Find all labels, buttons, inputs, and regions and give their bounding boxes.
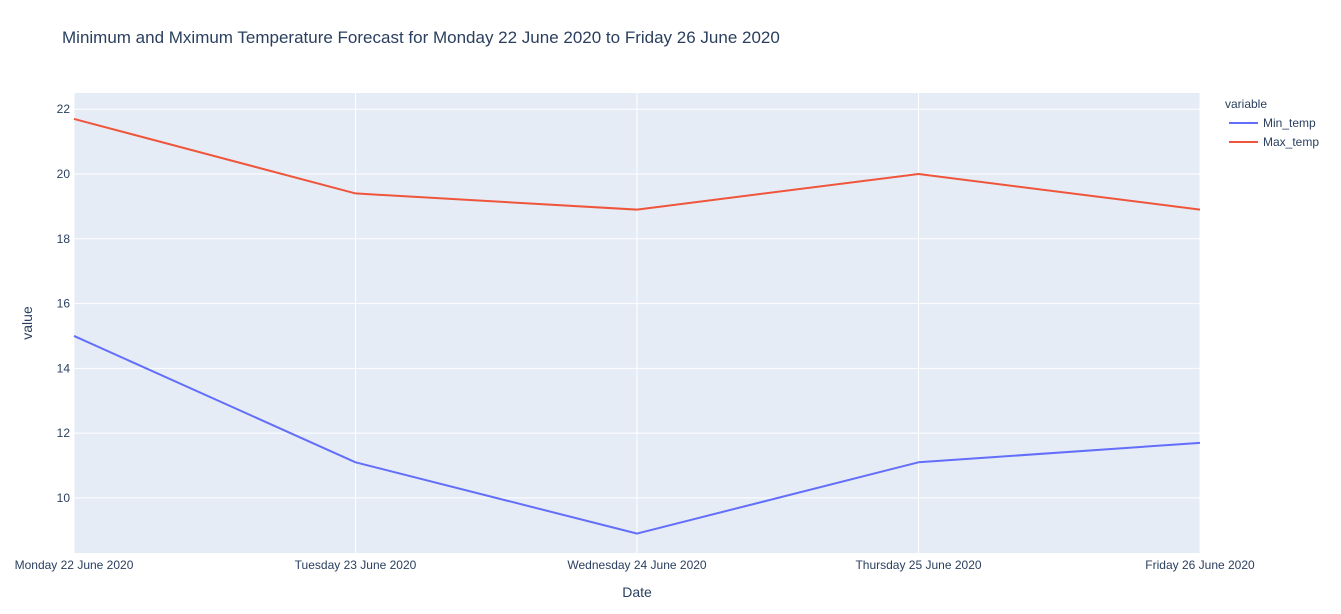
x-tick-label: Friday 26 June 2020 [1145,558,1255,572]
x-axis-title: Date [622,584,652,600]
y-tick-label: 20 [57,167,71,181]
x-tick-label: Monday 22 June 2020 [15,558,134,572]
legend-label: Max_temp [1263,135,1319,149]
x-tick-label: Thursday 25 June 2020 [855,558,981,572]
y-tick-label: 22 [57,102,71,116]
legend-label: Min_temp [1263,116,1316,130]
x-tick-label: Wednesday 24 June 2020 [567,558,707,572]
y-tick-label: 12 [57,426,71,440]
y-axis-title: value [19,306,35,340]
legend-item-max-temp[interactable]: Max_temp [1229,135,1319,149]
x-tick-label: Tuesday 23 June 2020 [295,558,417,572]
series-layer [73,117,1201,535]
legend-title: variable [1225,97,1267,111]
legend-item-min-temp[interactable]: Min_temp [1229,116,1316,130]
y-tick-label: 18 [57,232,71,246]
legend[interactable]: variable Min_temp Max_temp [1225,97,1319,149]
series-line-max-temp[interactable] [73,117,1201,211]
y-tick-label: 14 [57,361,71,375]
y-tick-label: 10 [57,491,71,505]
y-tick-labels: 10 12 14 16 18 20 22 [57,102,71,505]
chart-title: Minimum and Mximum Temperature Forecast … [62,28,780,47]
series-line-min-temp[interactable] [73,335,1201,535]
x-tick-labels: Monday 22 June 2020 Tuesday 23 June 2020 W… [15,558,1255,572]
grid-lines [73,93,1201,553]
y-tick-label: 16 [57,297,71,311]
